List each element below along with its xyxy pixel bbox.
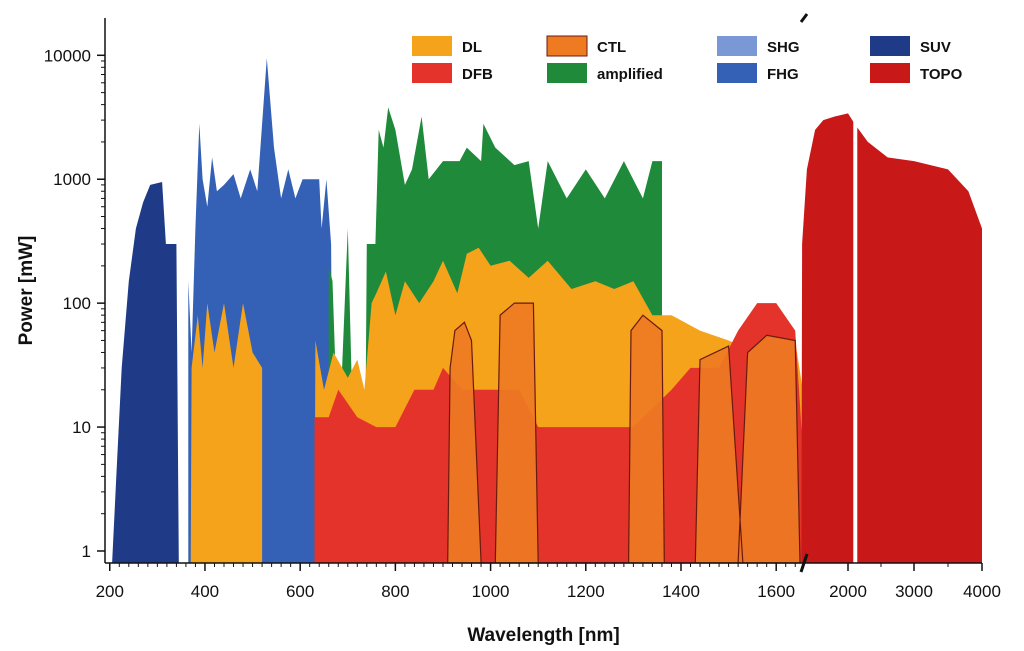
y-tick-label: 10 bbox=[72, 418, 91, 437]
legend-swatch-fhg bbox=[717, 63, 757, 83]
topo-gap bbox=[853, 120, 858, 564]
x-tick-label: 4000 bbox=[963, 582, 1001, 601]
x-tick-label: 1200 bbox=[567, 582, 605, 601]
x-tick-label: 200 bbox=[96, 582, 124, 601]
legend-label-ctl: CTL bbox=[597, 39, 626, 56]
legend-swatch-ctl bbox=[546, 35, 588, 57]
legend-swatch-topo bbox=[870, 63, 910, 83]
y-tick-label: 1000 bbox=[53, 170, 91, 189]
x-tick-label: 1000 bbox=[472, 582, 510, 601]
legend-swatch-amplified bbox=[547, 63, 587, 83]
legend-swatch-suv bbox=[870, 36, 910, 56]
x-tick-label: 1600 bbox=[757, 582, 795, 601]
series-topo-area bbox=[801, 113, 982, 564]
series-suv-area bbox=[112, 182, 179, 563]
legend-swatch-dfb bbox=[412, 63, 452, 83]
y-tick-label: 1 bbox=[82, 542, 91, 561]
legend: DL DFB CTL amplified SHG FHG SUV TOPO bbox=[412, 35, 963, 83]
series-ctl-area bbox=[447, 302, 801, 564]
legend-swatch-shg bbox=[717, 36, 757, 56]
x-tick-label: 1400 bbox=[662, 582, 700, 601]
axis-break-marks bbox=[799, 13, 809, 573]
y-tick-label: 100 bbox=[63, 294, 91, 313]
legend-label-amplified: amplified bbox=[597, 66, 663, 83]
legend-label-suv: SUV bbox=[920, 39, 951, 56]
legend-label-dl: DL bbox=[462, 39, 482, 56]
legend-label-topo: TOPO bbox=[920, 66, 963, 83]
x-axis-title: Wavelength [nm] bbox=[467, 625, 619, 646]
y-ticks: 1 10 100 1000 10000 bbox=[44, 46, 105, 561]
axis-break-mark bbox=[799, 553, 809, 573]
axes-layer: 200 400 600 800 1000 1200 1400 1600 2000 3000 4000… bbox=[44, 13, 1001, 601]
y-axis-title: Power [mW] bbox=[16, 236, 37, 346]
x-tick-label: 2000 bbox=[829, 582, 867, 601]
legend-label-fhg: FHG bbox=[767, 66, 799, 83]
x-tick-label: 400 bbox=[191, 582, 219, 601]
x-tick-label: 600 bbox=[286, 582, 314, 601]
y-tick-label: 10000 bbox=[44, 46, 91, 65]
legend-swatch-dl bbox=[412, 36, 452, 56]
x-tick-label: 800 bbox=[381, 582, 409, 601]
x-ticks: 200 400 600 800 1000 1200 1400 1600 2000 3000 4000 bbox=[96, 563, 1001, 601]
axis-break-mark bbox=[799, 13, 809, 23]
series-layer bbox=[112, 58, 982, 564]
x-tick-label: 3000 bbox=[895, 582, 933, 601]
legend-label-shg: SHG bbox=[767, 39, 800, 56]
legend-label-dfb: DFB bbox=[462, 66, 493, 83]
